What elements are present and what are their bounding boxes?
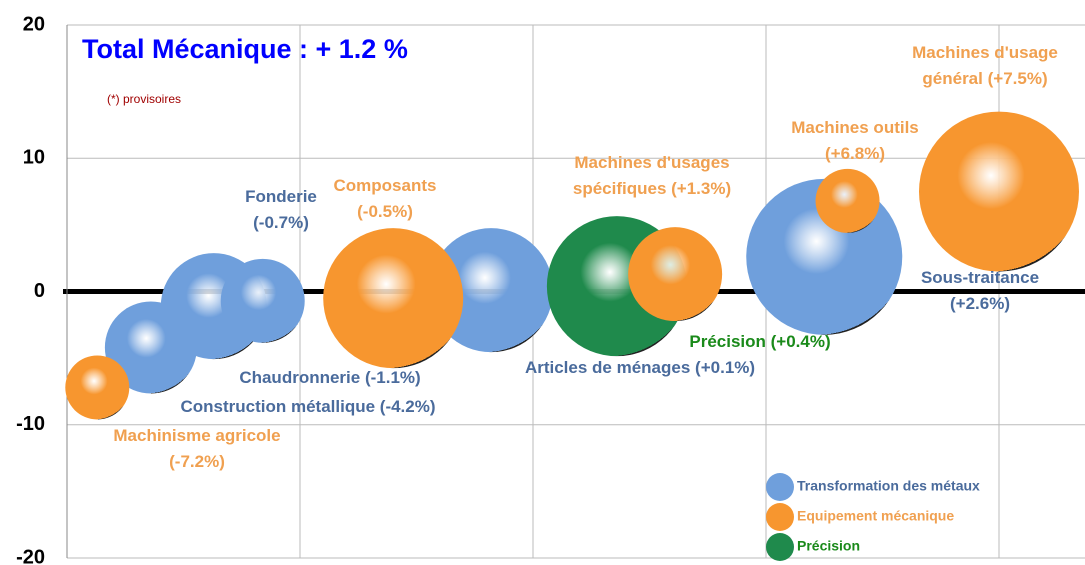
- data-label: Chaudronnerie (-1.1%): [200, 365, 460, 391]
- legend-swatch: [766, 473, 794, 501]
- label-name: Précision: [689, 332, 766, 351]
- y-tick-label: -10: [16, 413, 45, 435]
- label-name: Chaudronnerie: [239, 368, 361, 387]
- label-value: (-1.1%): [364, 368, 421, 387]
- y-tick-label: 20: [23, 13, 45, 35]
- legend-label: Précision: [797, 538, 860, 554]
- bubble: [323, 228, 464, 369]
- bubble: [65, 355, 130, 420]
- legend-label: Transformation des métaux: [797, 478, 980, 494]
- label-name: Machines d'usages spécifiques: [572, 153, 730, 198]
- y-tick-label: 0: [34, 280, 45, 302]
- bubble: [919, 111, 1079, 272]
- legend-swatch: [766, 533, 794, 561]
- legend-label: Equipement mécanique: [797, 508, 954, 524]
- bubble: [815, 168, 880, 233]
- label-name: Construction métallique: [180, 397, 376, 416]
- data-label: Sous-traitance (+2.6%): [895, 265, 1065, 317]
- legend-swatch: [766, 503, 794, 531]
- data-label: Construction métallique (-4.2%): [128, 394, 488, 420]
- data-label: Précision (+0.4%): [660, 329, 860, 355]
- data-label: Fonderie (-0.7%): [221, 184, 341, 236]
- data-label: Machines outils (+6.8%): [765, 115, 945, 167]
- label-name: Machines d'usage général: [912, 43, 1058, 88]
- label-name: Articles de ménages: [524, 358, 691, 377]
- data-label: Composants (-0.5%): [295, 173, 475, 225]
- bubble: [220, 258, 305, 343]
- label-value: (-4.2%): [379, 397, 436, 416]
- label-name: Sous-traitance: [920, 268, 1040, 287]
- bubble: [429, 228, 554, 353]
- label-value: (+0.1%): [695, 358, 756, 377]
- data-label: Articles de ménages (+0.1%): [475, 355, 805, 381]
- y-tick-label: -20: [16, 546, 45, 565]
- label-value: (+7.5%): [987, 69, 1048, 88]
- data-label: Machines d'usages spécifiques (+1.3%): [537, 150, 767, 202]
- label-value: (-0.7%): [253, 213, 309, 232]
- label-name: Machines outils: [791, 118, 919, 137]
- label-name: Composants: [333, 176, 437, 195]
- label-name: Machinisme agricole: [113, 426, 281, 445]
- label-value: (+2.6%): [950, 294, 1010, 313]
- bubble: [628, 227, 723, 322]
- note: (*) provisoires: [107, 92, 182, 106]
- label-value: (-0.5%): [357, 202, 413, 221]
- y-tick-label: 10: [23, 147, 45, 169]
- label-value: (-7.2%): [169, 452, 225, 471]
- data-label: Machinisme agricole (-7.2%): [77, 423, 317, 475]
- label-name: Fonderie: [245, 187, 317, 206]
- label-value: (+6.8%): [825, 144, 885, 163]
- label-value: (+1.3%): [671, 179, 732, 198]
- chart-title: Total Mécanique : + 1.2 %: [82, 34, 408, 64]
- label-value: (+0.4%): [770, 332, 831, 351]
- data-label: Machines d'usage général (+7.5%): [898, 40, 1073, 92]
